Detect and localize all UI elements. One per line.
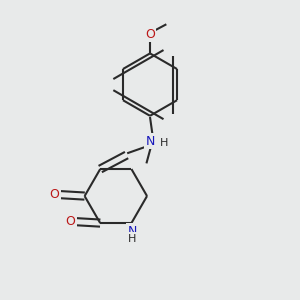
Text: O: O: [50, 188, 59, 201]
Text: H: H: [160, 138, 169, 148]
Text: O: O: [65, 215, 75, 228]
Text: H: H: [128, 234, 136, 244]
Text: N: N: [128, 225, 137, 238]
Text: O: O: [145, 28, 155, 40]
Text: N: N: [145, 135, 155, 148]
